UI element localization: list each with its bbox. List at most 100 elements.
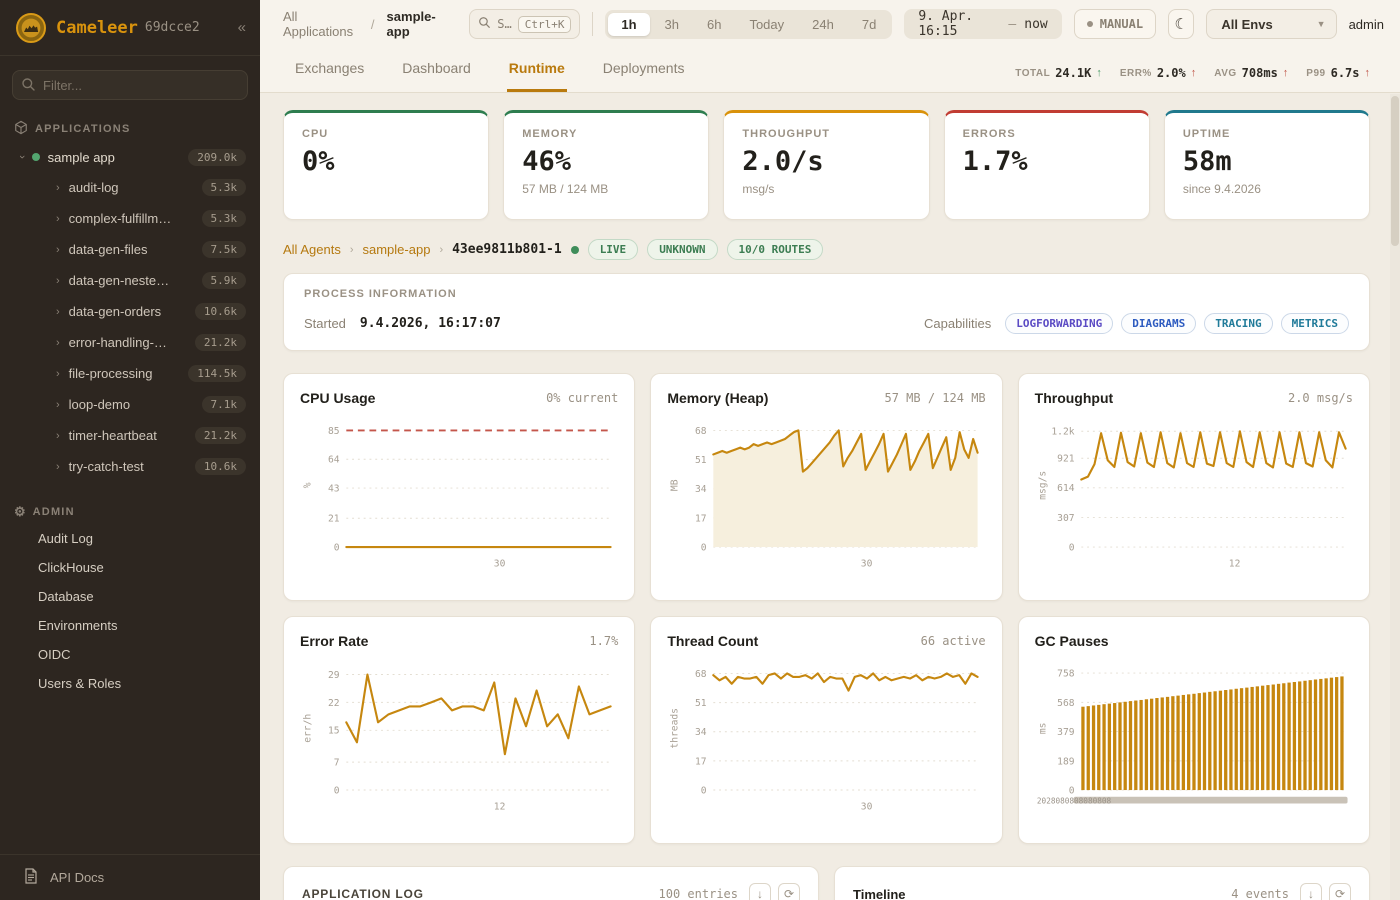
applications-section-header: APPLICATIONS xyxy=(0,110,260,142)
metric-card-errors: ERRORS 1.7% xyxy=(943,110,1150,220)
filter-input[interactable] xyxy=(12,70,248,100)
chevron-right-icon[interactable]: › xyxy=(56,212,60,225)
download-icon[interactable]: ↓ xyxy=(1300,883,1322,900)
user-name[interactable]: admin xyxy=(1348,16,1384,32)
manual-refresh-button[interactable]: MANUAL xyxy=(1073,9,1157,39)
svg-text:379: 379 xyxy=(1057,727,1075,738)
chart-title: Memory (Heap) xyxy=(667,390,769,406)
chevron-right-icon[interactable]: › xyxy=(56,274,60,287)
date-range-picker[interactable]: 9. Apr. 16:15 – now xyxy=(904,9,1062,39)
svg-text:614: 614 xyxy=(1057,483,1075,494)
chevron-down-icon[interactable]: › xyxy=(15,155,28,159)
panel-timeline: Timeline 4 events ↓ ⟳ xyxy=(834,866,1370,900)
sidebar-route-item[interactable]: › data-gen-orders 10.6k xyxy=(0,296,260,327)
sidebar-route-item[interactable]: › try-catch-test 10.6k xyxy=(0,451,260,482)
chart-card-thread-count: Thread Count 66 active 0 17 34 51 68 threads 30 xyxy=(650,616,1003,844)
sidebar-route-item[interactable]: › timer-heartbeat 21.2k xyxy=(0,420,260,451)
metric-label: UPTIME xyxy=(1182,128,1231,140)
agent-breadcrumb-bar: All Agents › sample-app › 43ee9811b801-1… xyxy=(283,239,1370,260)
chart-header: Error Rate 1.7% xyxy=(300,633,618,649)
chart-header: Memory (Heap) 57 MB / 124 MB xyxy=(667,390,985,406)
chevron-right-icon[interactable]: › xyxy=(56,181,60,194)
sidebar-route-item[interactable]: › data-gen-neste… 5.9k xyxy=(0,265,260,296)
svg-text:2028080808080808: 2028080808080808 xyxy=(1037,797,1112,806)
agent-pill: 10/0 ROUTES xyxy=(726,239,824,260)
global-search-button[interactable]: S… Ctrl+K xyxy=(469,9,581,39)
chevron-right-icon[interactable]: › xyxy=(56,398,60,411)
panel-actions: 100 entries ↓ ⟳ xyxy=(659,883,800,900)
chart-plot: 0 21 43 64 85% 30 xyxy=(303,426,612,569)
admin-item-environments[interactable]: Environments xyxy=(38,618,118,633)
svg-text:85: 85 xyxy=(328,426,340,437)
breadcrumb-all-applications[interactable]: All Applications xyxy=(283,9,354,39)
chart-card-memory-heap-: Memory (Heap) 57 MB / 124 MB 0 17 34 51 68 MB 30 xyxy=(650,373,1003,601)
metric-card-uptime: UPTIME 58m since 9.4.2026 xyxy=(1163,110,1371,220)
chart-title: Throughput xyxy=(1034,390,1114,406)
tab-exchanges[interactable]: Exchanges xyxy=(295,60,365,76)
agent-breadcrumb-all-agents[interactable]: All Agents xyxy=(283,242,341,257)
svg-text:7: 7 xyxy=(334,758,340,769)
admin-item-oidc[interactable]: OIDC xyxy=(38,647,71,662)
route-count-badge: 21.2k xyxy=(194,427,246,444)
agent-breadcrumb-app[interactable]: sample-app xyxy=(362,242,431,257)
svg-text:34: 34 xyxy=(695,727,707,738)
admin-item-users-roles[interactable]: Users & Roles xyxy=(38,676,122,691)
panel-actions: 4 events ↓ ⟳ xyxy=(1231,883,1351,900)
metric-card-cpu: CPU 0% xyxy=(283,110,490,220)
gear-icon: ⚙ xyxy=(14,504,26,519)
agent-status-pills: LIVE UNKNOWN 10/0 ROUTES xyxy=(587,239,824,260)
chevron-right-icon[interactable]: › xyxy=(56,243,60,256)
time-range-1h[interactable]: 1h xyxy=(608,12,650,36)
admin-item-database[interactable]: Database xyxy=(38,589,94,604)
stat-value: 24.1K xyxy=(1055,66,1092,80)
process-information-card: PROCESS INFORMATION Started 9.4.2026, 16… xyxy=(283,273,1370,351)
manual-dot-icon xyxy=(1086,21,1093,27)
sidebar-collapse-icon[interactable]: « xyxy=(237,19,246,36)
svg-text:189: 189 xyxy=(1057,756,1075,767)
theme-toggle-button[interactable]: ☾ xyxy=(1168,9,1195,39)
refresh-icon[interactable]: ⟳ xyxy=(778,883,800,900)
agent-pill: UNKNOWN xyxy=(647,239,718,260)
time-range-today[interactable]: Today xyxy=(749,16,785,32)
brand-logo-icon xyxy=(16,12,46,43)
tab-deployments[interactable]: Deployments xyxy=(602,60,685,76)
scrollbar-thumb[interactable] xyxy=(1391,96,1399,246)
sidebar-route-item[interactable]: › error-handling-… 21.2k xyxy=(0,327,260,358)
chevron-right-icon[interactable]: › xyxy=(56,367,60,380)
admin-item-clickhouse[interactable]: ClickHouse xyxy=(38,560,104,575)
chevron-right-icon[interactable]: › xyxy=(56,305,60,318)
api-docs-link[interactable]: API Docs xyxy=(0,854,260,900)
svg-text:err/h: err/h xyxy=(303,714,314,743)
date-from: 9. Apr. 16:15 xyxy=(918,9,974,39)
sidebar-route-item[interactable]: › complex-fulfillm… 5.3k xyxy=(0,203,260,234)
metric-card-throughput: THROUGHPUT 2.0/s msg/s xyxy=(723,110,930,220)
svg-text:12: 12 xyxy=(1228,558,1240,569)
chevron-right-icon[interactable]: › xyxy=(56,460,60,473)
sidebar-route-item[interactable]: › file-processing 114.5k xyxy=(0,358,260,389)
sidebar-route-item[interactable]: › audit-log 5.3k xyxy=(0,172,260,203)
chevron-right-icon[interactable]: › xyxy=(56,336,60,349)
tab-dashboard[interactable]: Dashboard xyxy=(402,60,471,76)
sidebar-route-item[interactable]: › loop-demo 7.1k xyxy=(0,389,260,420)
app-status-dot xyxy=(31,153,40,161)
svg-text:msg/s: msg/s xyxy=(1037,471,1048,500)
time-range-3h[interactable]: 3h xyxy=(664,16,679,32)
chart-current-value: 1.7% xyxy=(589,634,619,648)
admin-item-audit-log[interactable]: Audit Log xyxy=(38,531,93,546)
route-label: loop-demo xyxy=(68,397,131,412)
metric-label: ERRORS xyxy=(962,128,1016,140)
tab-runtime[interactable]: Runtime xyxy=(506,50,567,92)
sidebar-route-item[interactable]: › data-gen-files 7.5k xyxy=(0,234,260,265)
svg-text:15: 15 xyxy=(328,726,340,737)
route-label: audit-log xyxy=(68,180,119,195)
download-icon[interactable]: ↓ xyxy=(749,883,771,900)
time-range-7d[interactable]: 7d xyxy=(861,16,877,32)
refresh-icon[interactable]: ⟳ xyxy=(1329,883,1351,900)
sidebar-item-sample-app[interactable]: › sample app 209.0k xyxy=(0,142,260,172)
environment-select[interactable]: All Envs ▼ xyxy=(1206,9,1337,39)
chart-card-error-rate: Error Rate 1.7% 0 7 15 22 29 err/h 12 xyxy=(283,616,636,844)
time-range-6h[interactable]: 6h xyxy=(706,16,722,32)
time-range-24h[interactable]: 24h xyxy=(812,16,834,32)
scrollbar[interactable] xyxy=(1390,94,1400,900)
chevron-right-icon[interactable]: › xyxy=(56,429,60,442)
